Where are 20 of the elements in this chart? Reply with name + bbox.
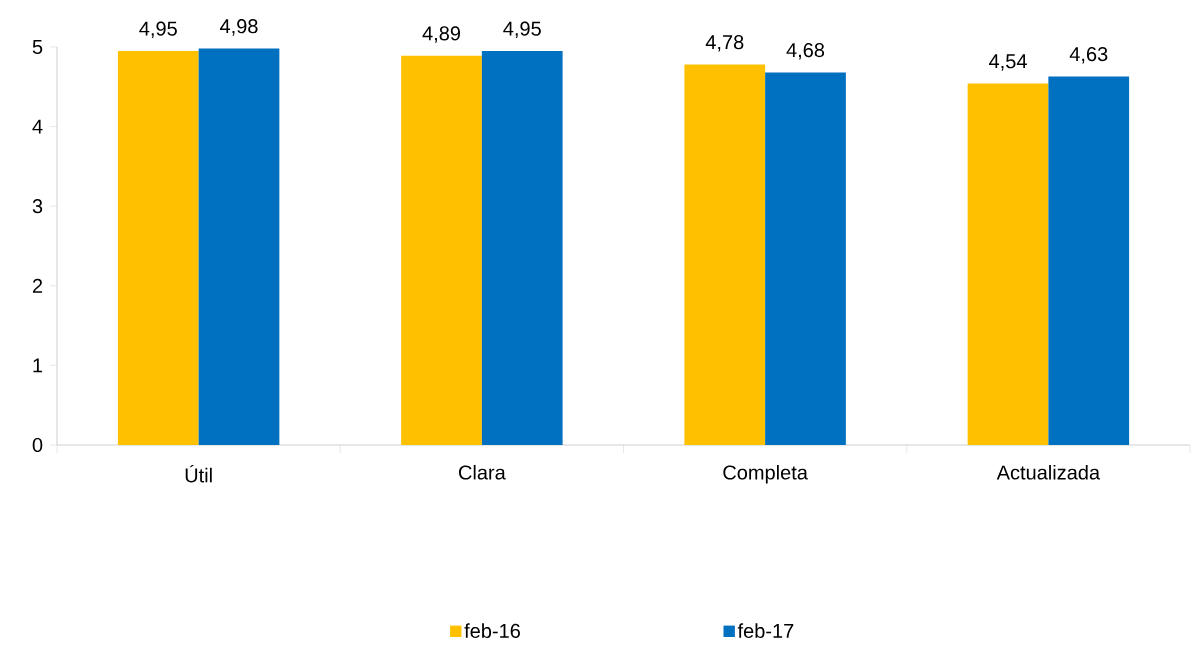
legend-label: feb-16 [464,623,520,638]
y-tick-label: 1 [33,358,43,373]
x-tick-label: Actualizada [996,464,1101,480]
data-label: 4,95 [139,21,177,38]
data-label: 4,63 [1069,46,1108,64]
data-label: 4,68 [786,42,825,60]
data-label: 4,54 [989,54,1027,71]
x-tick-label: Completa [723,464,808,484]
y-tick-label: 2 [32,278,43,293]
data-label: 4,95 [503,21,541,38]
data-label: 4,89 [422,26,461,43]
legend-label: feb-17 [737,623,794,638]
y-tick-label: 5 [32,39,43,54]
x-tick-label: Útil [185,464,212,483]
y-tick-label: 3 [32,199,43,214]
data-label: 4,78 [705,34,744,52]
y-tick-label: 0 [32,437,43,452]
data-label: 4,98 [219,19,258,36]
y-tick-label: 4 [32,119,43,134]
x-tick-label: Clara [459,464,506,480]
